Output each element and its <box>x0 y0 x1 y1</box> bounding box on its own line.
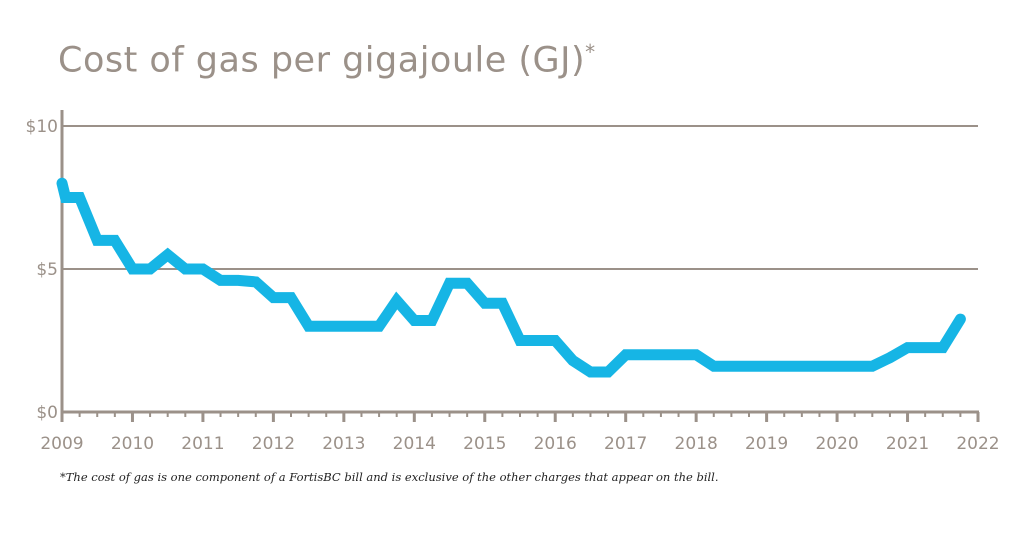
footnote: *The cost of gas is one component of a F… <box>60 470 719 484</box>
series-line <box>56 177 966 378</box>
y-tick-label: $10 <box>26 117 58 137</box>
chart-title-text: Cost of gas per gigajoule (GJ) <box>58 40 586 81</box>
x-tick-label: 2011 <box>181 434 224 454</box>
chart-title: Cost of gas per gigajoule (GJ)* <box>58 40 596 81</box>
x-tick-label: 2012 <box>252 434 295 454</box>
y-tick-label: $5 <box>36 260 58 280</box>
y-tick-label: $0 <box>36 403 58 423</box>
line-chart: $0 $5 $10 2009 2010 2011 2012 2013 2014 2015 2016 2… <box>26 110 1000 454</box>
title-footnote-marker: * <box>585 40 596 64</box>
x-tick-label: 2020 <box>815 434 858 454</box>
x-tick-label: 2015 <box>463 434 506 454</box>
x-tick-label: 2014 <box>393 434 436 454</box>
x-tick-label: 2022 <box>956 434 999 454</box>
x-tick-label: 2019 <box>745 434 788 454</box>
x-tick-label: 2017 <box>604 434 647 454</box>
x-tick-label: 2009 <box>40 434 83 454</box>
x-tick-label: 2013 <box>322 434 365 454</box>
x-tick-label: 2016 <box>534 434 577 454</box>
x-tick-label: 2021 <box>886 434 929 454</box>
x-tick-label: 2010 <box>111 434 154 454</box>
x-tick-label: 2018 <box>675 434 718 454</box>
